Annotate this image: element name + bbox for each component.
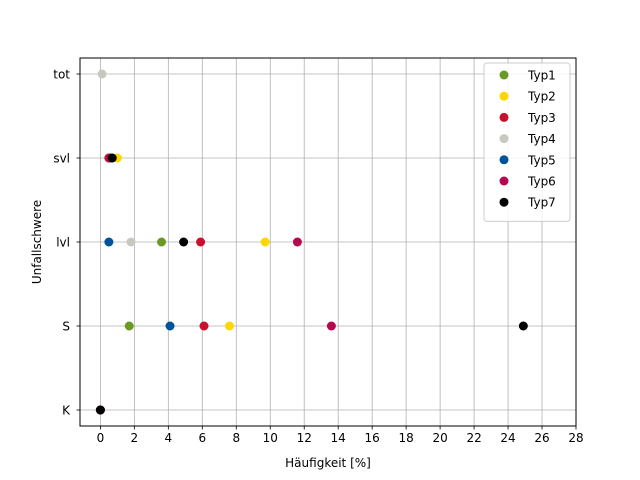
y-tick-label: lvl	[56, 236, 70, 250]
x-tick-label: 28	[568, 431, 583, 445]
x-tick-label: 20	[432, 431, 447, 445]
legend-label: Typ3	[527, 111, 556, 125]
x-tick-label: 10	[263, 431, 278, 445]
point-typ1	[157, 237, 167, 247]
y-tick-label: S	[62, 320, 70, 334]
x-axis-ticks: 0 2 4 6 8 10 12 14 16 18 20 22 24 26 28	[97, 426, 584, 445]
x-tick-label: 12	[297, 431, 312, 445]
x-axis-label: Häufigkeit [%]	[285, 456, 371, 470]
point-typ2	[224, 321, 234, 331]
point-typ5	[104, 237, 114, 247]
point-typ7	[179, 237, 189, 247]
point-typ7	[518, 321, 528, 331]
legend-label: Typ7	[527, 196, 556, 210]
point-typ1	[124, 321, 134, 331]
legend-label: Typ2	[527, 90, 556, 104]
legend-box	[483, 62, 571, 222]
point-typ4	[126, 237, 136, 247]
point-typ2	[260, 237, 270, 247]
legend-marker-typ4	[499, 134, 509, 144]
y-tick-label: svl	[53, 152, 70, 166]
point-typ3	[196, 237, 206, 247]
point-typ3	[199, 321, 209, 331]
x-tick-label: 8	[232, 431, 240, 445]
legend-label: Typ6	[527, 175, 556, 189]
point-typ6	[292, 237, 302, 247]
legend-label: Typ5	[527, 153, 556, 167]
legend-marker-typ6	[499, 176, 509, 186]
x-tick-label: 24	[500, 431, 515, 445]
point-typ7	[107, 153, 117, 163]
legend-marker-typ2	[499, 91, 509, 101]
legend-label: Typ1	[527, 69, 556, 83]
x-tick-label: 4	[165, 431, 173, 445]
y-tick-label: tot	[53, 68, 70, 82]
x-tick-label: 6	[198, 431, 206, 445]
x-tick-label: 2	[131, 431, 139, 445]
x-tick-label: 22	[466, 431, 481, 445]
legend-marker-typ7	[499, 197, 509, 207]
x-tick-label: 18	[398, 431, 413, 445]
x-tick-label: 26	[534, 431, 549, 445]
legend: Typ1 Typ2 Typ3 Typ4 Typ5 Typ6 Typ7	[483, 62, 571, 222]
x-tick-label: 14	[331, 431, 346, 445]
point-typ6	[326, 321, 336, 331]
point-typ5	[165, 321, 175, 331]
point-typ4	[97, 69, 107, 79]
legend-marker-typ5	[499, 155, 509, 165]
x-tick-label: 0	[97, 431, 105, 445]
legend-marker-typ3	[499, 112, 509, 122]
y-axis-label: Unfallschwere	[30, 200, 44, 284]
legend-label: Typ4	[527, 132, 556, 146]
point-typ7	[95, 405, 105, 415]
y-tick-label: K	[62, 404, 71, 418]
x-tick-label: 16	[365, 431, 380, 445]
legend-marker-typ1	[499, 70, 509, 80]
data-points	[95, 69, 528, 415]
